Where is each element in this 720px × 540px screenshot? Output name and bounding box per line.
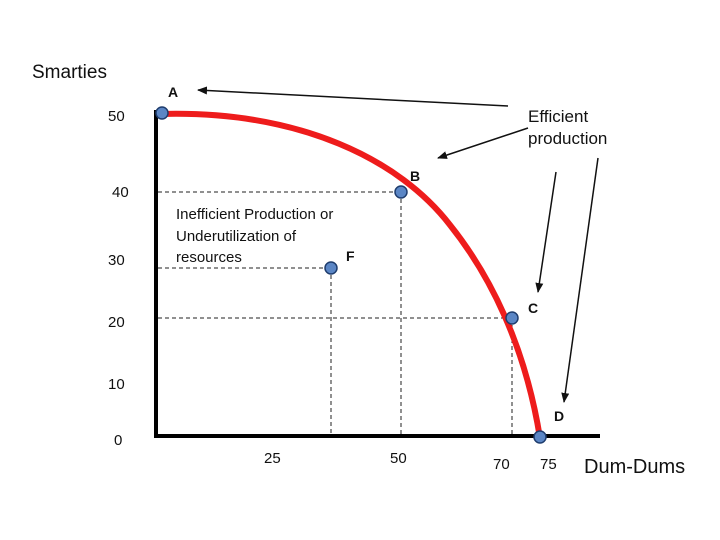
point-c-label: C (528, 300, 539, 316)
annotation-arrows (197, 86, 599, 403)
arrow-to-a (197, 86, 509, 107)
y-tick-label: 30 (108, 252, 125, 269)
arrow-to-d (561, 157, 599, 403)
y-tick-label: 50 (108, 108, 125, 125)
point-a (155, 106, 169, 120)
arrow-to-b (437, 127, 529, 159)
efficient-production-note: Efficient production (528, 107, 608, 148)
y-axis-title: Smarties (32, 62, 107, 83)
point-f-label: F (346, 248, 355, 264)
point-f (324, 261, 338, 275)
point-b-label: B (410, 168, 421, 184)
x-tick-label: 50 (390, 450, 407, 467)
ppf-curve (157, 110, 543, 441)
point-a-label: A (168, 84, 179, 100)
guide-lines (158, 191, 513, 436)
point-b (394, 185, 408, 199)
y-tick-label: 10 (108, 376, 125, 393)
points (155, 106, 547, 444)
y-tick-label: 0 (114, 432, 123, 449)
x-tick-label: 75 (540, 456, 557, 473)
y-tick-label: 40 (112, 184, 129, 201)
point-d (533, 430, 547, 444)
x-tick-label: 70 (493, 456, 510, 473)
x-tick-label: 25 (264, 450, 281, 467)
point-c (505, 311, 519, 325)
point-d-label: D (554, 408, 565, 424)
x-axis-title: Dum-Dums (584, 456, 686, 478)
y-tick-label: 20 (108, 314, 125, 331)
inefficient-production-note: Inefficient Production or Underutilizati… (176, 206, 334, 266)
arrow-to-c (535, 171, 557, 293)
